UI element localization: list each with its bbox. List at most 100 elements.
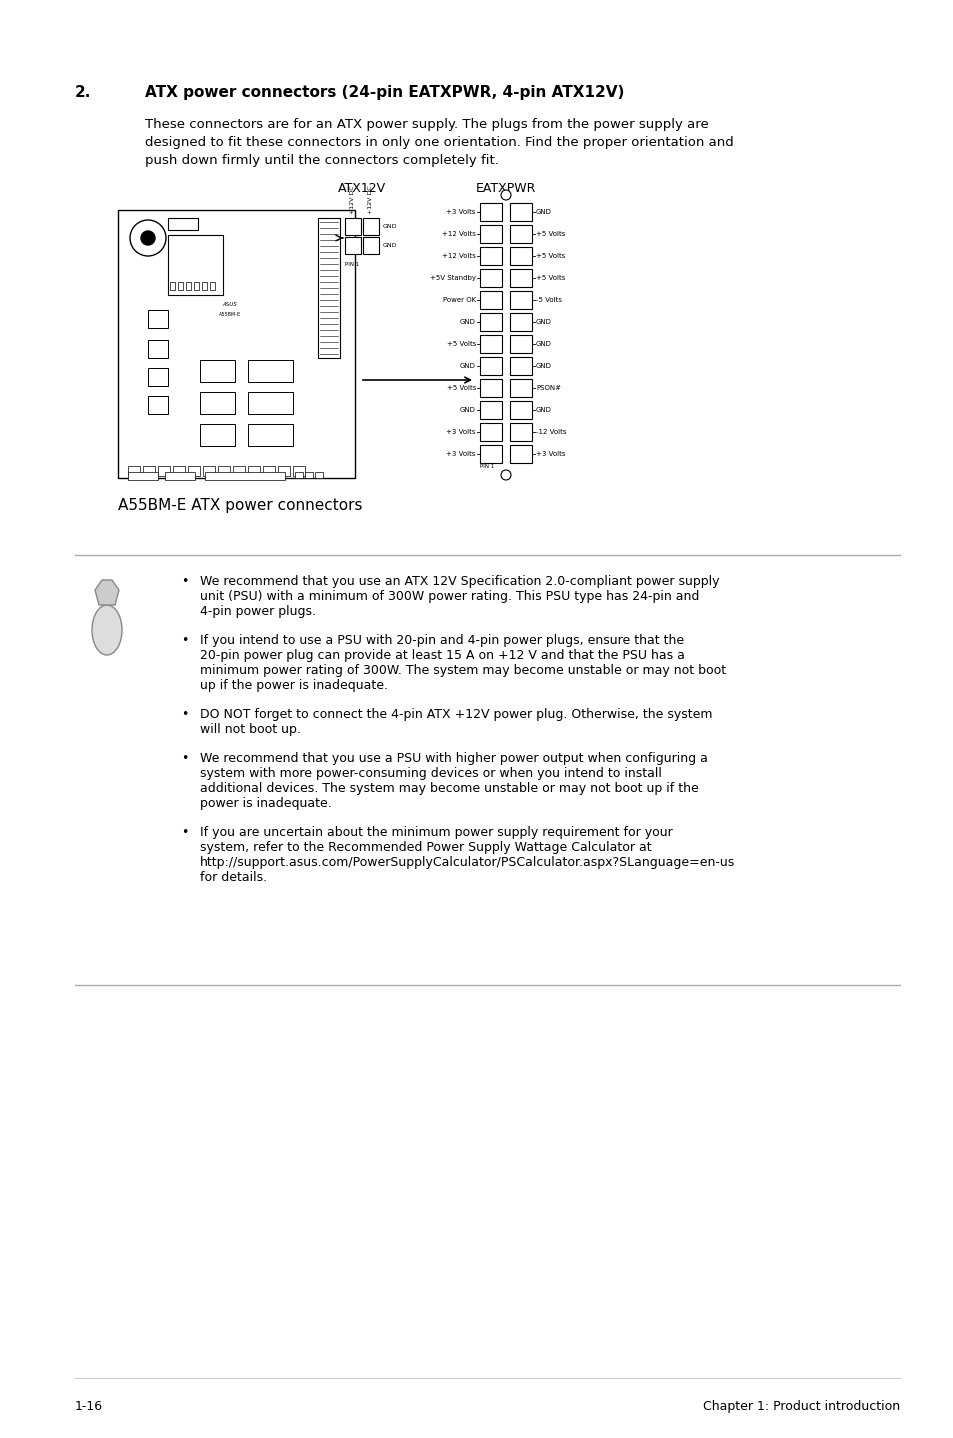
Bar <box>200 424 234 446</box>
Text: -5 Volts: -5 Volts <box>536 298 561 303</box>
Bar <box>510 290 532 309</box>
Text: GND: GND <box>382 243 397 247</box>
Bar <box>202 282 207 290</box>
Text: system with more power-consuming devices or when you intend to install: system with more power-consuming devices… <box>200 766 661 779</box>
Text: +12 Volts: +12 Volts <box>441 253 476 259</box>
Text: +5 Volts: +5 Volts <box>446 385 476 391</box>
Bar <box>200 393 234 414</box>
Text: system, refer to the Recommended Power Supply Wattage Calculator at: system, refer to the Recommended Power S… <box>200 841 651 854</box>
Bar <box>148 311 168 328</box>
Ellipse shape <box>91 605 122 654</box>
Bar <box>317 219 339 358</box>
Text: GND: GND <box>459 319 476 325</box>
Text: GND: GND <box>536 209 551 216</box>
Text: +5V Standby: +5V Standby <box>430 275 476 280</box>
Bar <box>205 472 285 480</box>
Text: designed to fit these connectors in only one orientation. Find the proper orient: designed to fit these connectors in only… <box>145 137 733 150</box>
Text: PSON#: PSON# <box>536 385 560 391</box>
Bar <box>479 290 501 309</box>
Text: unit (PSU) with a minimum of 300W power rating. This PSU type has 24-pin and: unit (PSU) with a minimum of 300W power … <box>200 590 699 603</box>
Text: EATXPWR: EATXPWR <box>476 183 536 196</box>
Bar <box>210 282 214 290</box>
Bar <box>479 335 501 352</box>
Bar <box>510 224 532 243</box>
Text: GND: GND <box>536 341 551 347</box>
Bar <box>233 466 245 476</box>
Text: •: • <box>181 752 189 765</box>
Text: for details.: for details. <box>200 871 267 884</box>
Text: These connectors are for an ATX power supply. The plugs from the power supply ar: These connectors are for an ATX power su… <box>145 118 708 131</box>
Text: +5 Volts: +5 Volts <box>446 341 476 347</box>
Bar <box>510 335 532 352</box>
Text: GND: GND <box>382 224 397 229</box>
Text: +3 Volts: +3 Volts <box>446 452 476 457</box>
Text: •: • <box>181 634 189 647</box>
Text: minimum power rating of 300W. The system may become unstable or may not boot: minimum power rating of 300W. The system… <box>200 664 725 677</box>
Text: 1-16: 1-16 <box>75 1401 103 1414</box>
Bar <box>158 466 170 476</box>
Bar <box>178 282 183 290</box>
Bar <box>248 360 293 383</box>
Text: PIN 1: PIN 1 <box>345 262 359 267</box>
Bar <box>248 466 260 476</box>
Bar <box>479 269 501 288</box>
Text: additional devices. The system may become unstable or may not boot up if the: additional devices. The system may becom… <box>200 782 698 795</box>
Bar <box>263 466 274 476</box>
Text: +3 Volts: +3 Volts <box>446 429 476 436</box>
Bar <box>293 466 305 476</box>
Bar <box>193 282 199 290</box>
Bar <box>510 401 532 418</box>
Bar <box>203 466 214 476</box>
Text: up if the power is inadequate.: up if the power is inadequate. <box>200 679 388 692</box>
Text: ASUS: ASUS <box>222 302 237 308</box>
Text: will not boot up.: will not boot up. <box>200 723 300 736</box>
Bar <box>170 282 174 290</box>
Text: If you are uncertain about the minimum power supply requirement for your: If you are uncertain about the minimum p… <box>200 825 672 838</box>
Circle shape <box>130 220 166 256</box>
Bar <box>510 423 532 441</box>
Bar <box>294 472 303 477</box>
Text: Power OK: Power OK <box>442 298 476 303</box>
Bar <box>510 203 532 221</box>
Polygon shape <box>95 580 119 605</box>
Bar <box>305 472 313 477</box>
Bar <box>128 466 140 476</box>
Text: GND: GND <box>459 362 476 370</box>
Bar <box>186 282 191 290</box>
Bar <box>479 357 501 375</box>
Text: ATX12V: ATX12V <box>337 183 386 196</box>
Bar <box>218 466 230 476</box>
Bar <box>277 466 290 476</box>
Bar <box>345 219 360 234</box>
Text: +5 Volts: +5 Volts <box>536 275 565 280</box>
Circle shape <box>500 190 511 200</box>
Text: 20-pin power plug can provide at least 15 A on +12 V and that the PSU has a: 20-pin power plug can provide at least 1… <box>200 649 684 661</box>
Text: -12 Volts: -12 Volts <box>536 429 566 436</box>
Bar <box>128 472 158 480</box>
Bar <box>363 237 378 255</box>
Text: •: • <box>181 707 189 720</box>
Text: ATX power connectors (24-pin EATXPWR, 4-pin ATX12V): ATX power connectors (24-pin EATXPWR, 4-… <box>145 85 623 101</box>
Bar <box>510 357 532 375</box>
Text: power is inadequate.: power is inadequate. <box>200 797 332 810</box>
Bar <box>510 380 532 397</box>
Bar <box>200 360 234 383</box>
Bar <box>148 339 168 358</box>
Circle shape <box>500 470 511 480</box>
Text: 4-pin power plugs.: 4-pin power plugs. <box>200 605 315 618</box>
Bar <box>248 393 293 414</box>
Bar <box>479 247 501 265</box>
Bar <box>510 247 532 265</box>
Bar <box>510 269 532 288</box>
Bar <box>345 237 360 255</box>
Text: +5 Volts: +5 Volts <box>536 253 565 259</box>
Text: +12V DC: +12V DC <box>368 186 374 214</box>
Bar <box>188 466 200 476</box>
Text: GND: GND <box>536 407 551 413</box>
Bar <box>479 401 501 418</box>
Text: A55BM-E: A55BM-E <box>218 312 241 318</box>
Text: GND: GND <box>536 319 551 325</box>
Text: We recommend that you use a PSU with higher power output when configuring a: We recommend that you use a PSU with hig… <box>200 752 707 765</box>
Bar <box>314 472 323 477</box>
Bar <box>479 313 501 331</box>
